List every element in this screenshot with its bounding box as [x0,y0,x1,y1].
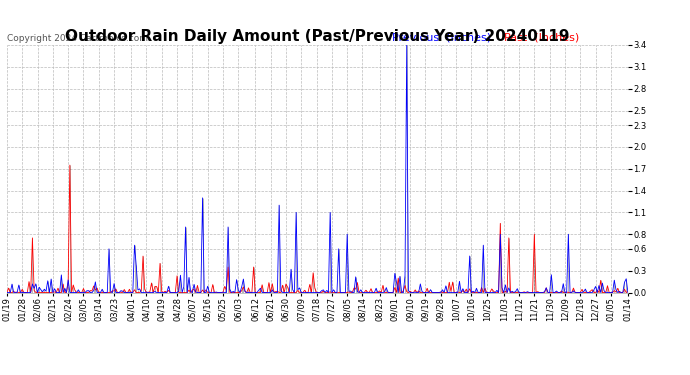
Text: Past  (Inches): Past (Inches) [504,33,579,42]
Title: Outdoor Rain Daily Amount (Past/Previous Year) 20240119: Outdoor Rain Daily Amount (Past/Previous… [65,29,570,44]
Text: Previous  (Inches): Previous (Inches) [392,33,491,42]
Text: Copyright 2024 Cartronics.com: Copyright 2024 Cartronics.com [7,33,148,42]
